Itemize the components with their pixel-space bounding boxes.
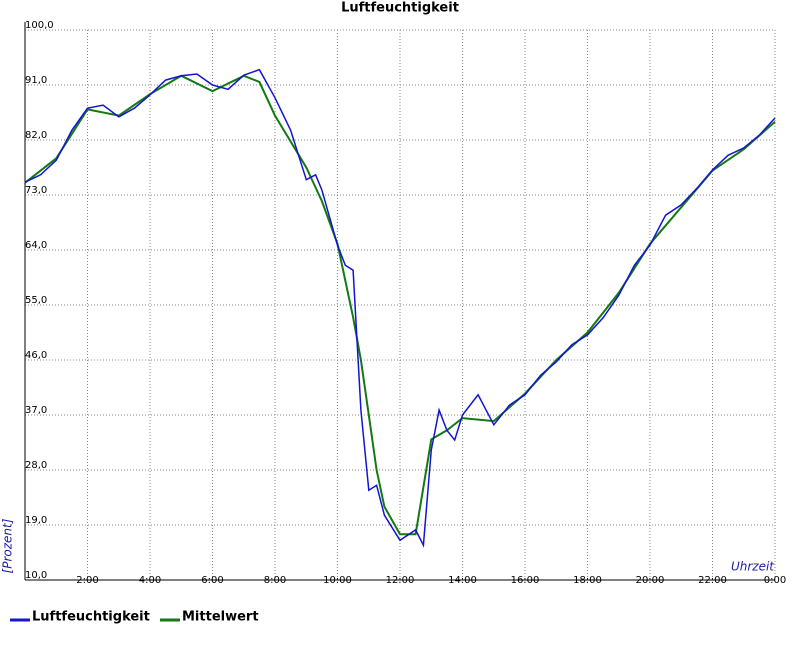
y-tick-label: 28,0 — [25, 460, 47, 471]
y-tick-label: 82,0 — [25, 130, 47, 141]
chart-title: Luftfeuchtigkeit — [341, 1, 459, 16]
y-tick-label: 37,0 — [25, 405, 47, 416]
y-tick-label: 91,0 — [25, 75, 47, 86]
y-tick-label: 100,0 — [25, 20, 54, 31]
y-tick-label: 64,0 — [25, 240, 47, 251]
y-tick-label: 19,0 — [25, 515, 47, 526]
y-axis-label: [Prozent] — [1, 518, 15, 573]
y-tick-label: 73,0 — [25, 185, 47, 196]
data-line — [24, 68, 776, 548]
legend-label: Mittelwert — [182, 610, 259, 625]
y-tick-label: 46,0 — [25, 350, 47, 361]
y-tick-label: 55,0 — [25, 295, 47, 306]
legend-label: Luftfeuchtigkeit — [32, 610, 150, 625]
x-axis-label: Uhrzeit — [731, 560, 775, 574]
y-tick-label: 10,0 — [25, 570, 47, 581]
data-line — [24, 74, 776, 536]
